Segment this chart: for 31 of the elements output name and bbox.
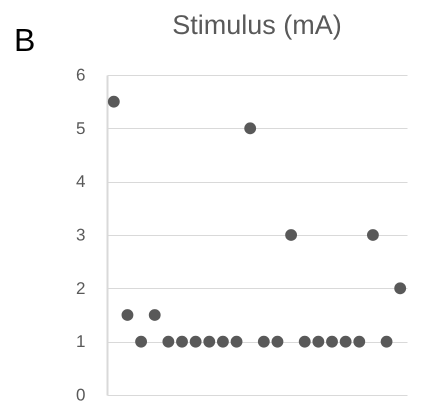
point	[230, 336, 242, 348]
point	[108, 96, 120, 108]
y-tick-label: 0	[76, 386, 86, 404]
point	[272, 336, 284, 348]
y-tick-label: 3	[76, 226, 86, 244]
point	[258, 336, 270, 348]
chart-title: Stimulus (mA)	[172, 10, 342, 40]
point	[285, 229, 298, 241]
point	[340, 336, 352, 348]
point	[190, 336, 202, 348]
y-tick-label: 1	[76, 332, 86, 352]
point	[326, 336, 338, 348]
y-tick-label: 4	[76, 172, 86, 192]
point	[312, 336, 324, 348]
point	[298, 336, 311, 348]
point	[244, 122, 256, 134]
point	[366, 229, 379, 241]
y-tick-label: 5	[76, 118, 86, 138]
point	[135, 336, 148, 348]
point	[203, 336, 216, 348]
y-tick-label: 2	[76, 278, 86, 298]
point	[353, 336, 366, 348]
point	[176, 336, 188, 348]
point	[394, 282, 406, 294]
point	[162, 336, 174, 348]
point	[122, 309, 134, 321]
y-tick-label: 6	[76, 66, 86, 84]
point	[380, 336, 392, 348]
point	[148, 309, 161, 321]
text: B	[14, 22, 36, 59]
point	[216, 336, 229, 348]
